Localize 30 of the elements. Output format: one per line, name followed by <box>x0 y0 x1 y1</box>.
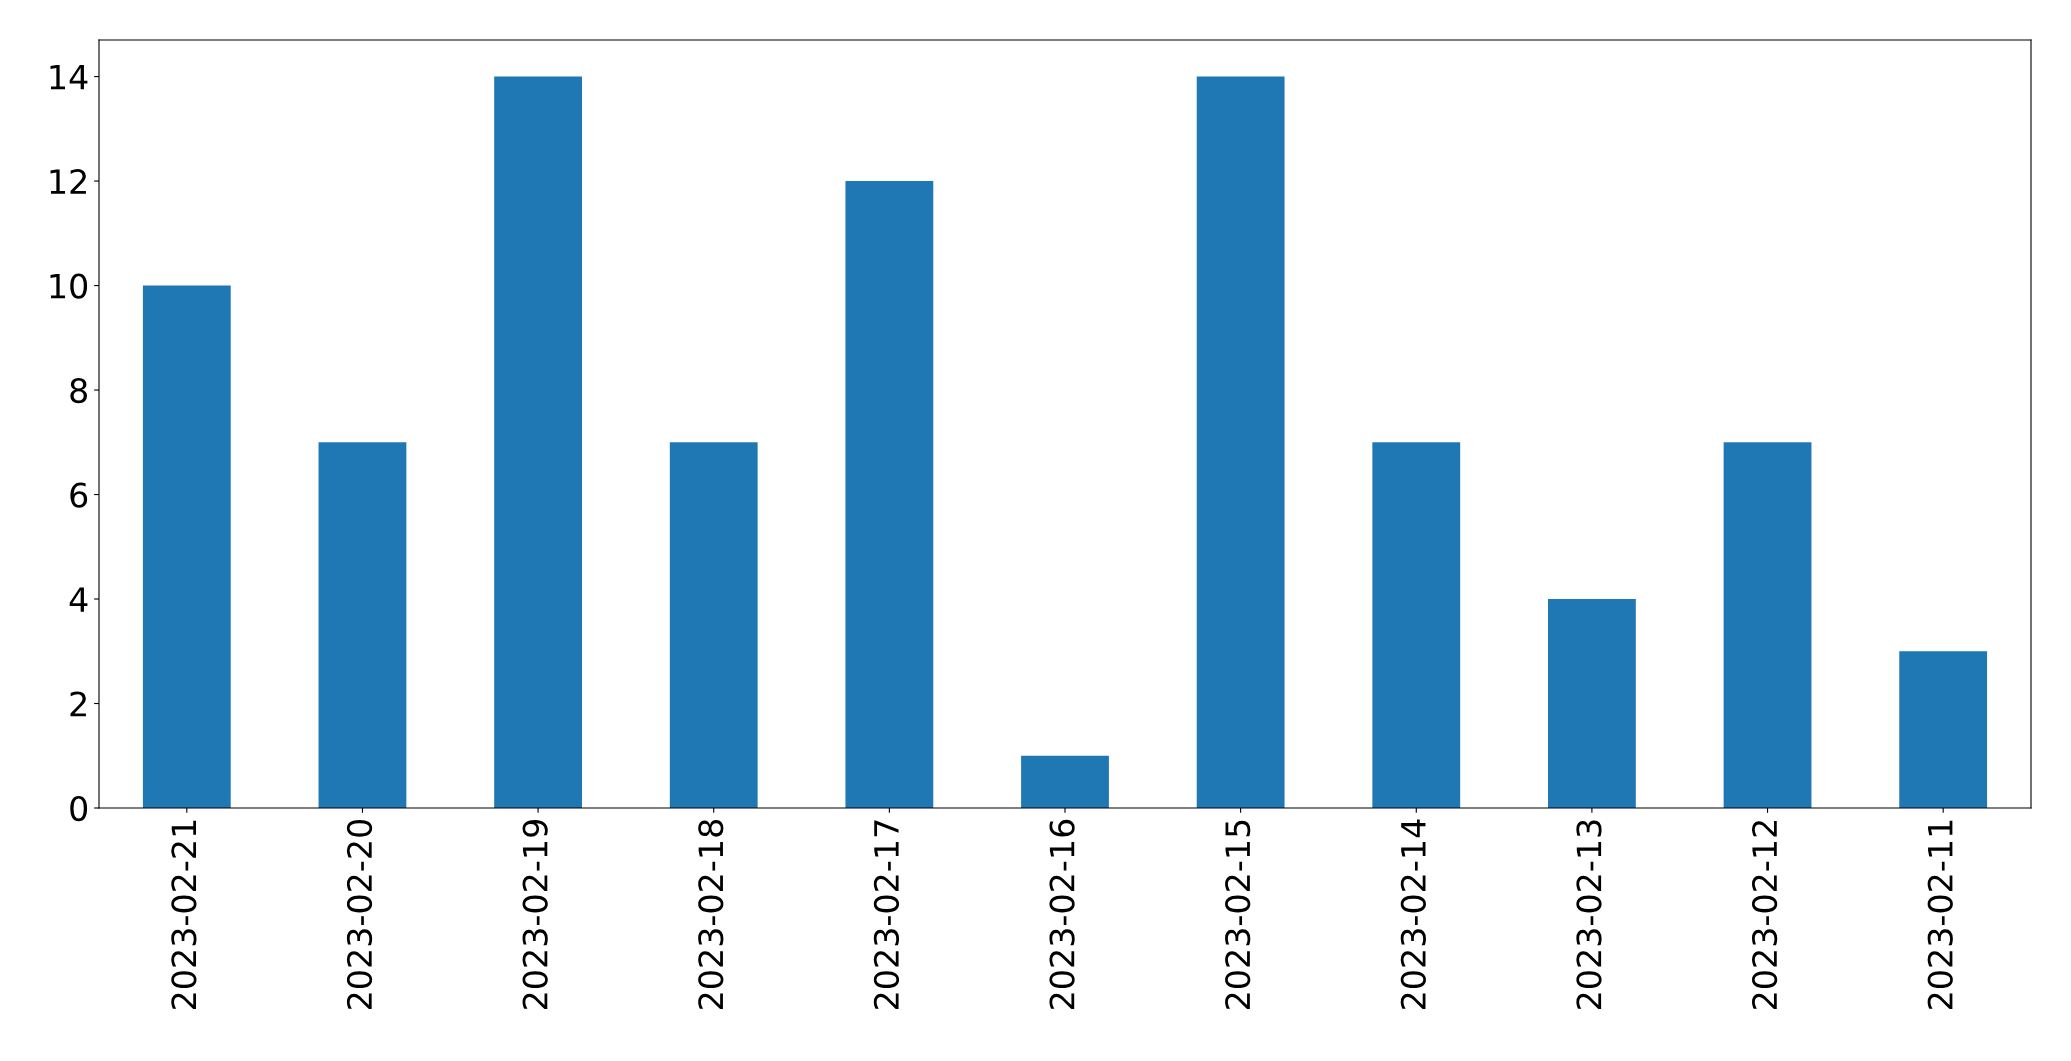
x-tick-label: 2023-02-21 <box>171 820 197 1009</box>
bar <box>142 285 231 808</box>
x-tick-label: 2023-02-19 <box>522 820 548 1009</box>
bar <box>494 76 582 808</box>
y-tick-label: 6 <box>70 482 88 508</box>
bar <box>845 181 934 808</box>
bar <box>1196 76 1285 808</box>
bar <box>1372 442 1461 808</box>
y-tick-label: 0 <box>70 795 88 822</box>
y-tick-label: 14 <box>50 64 88 90</box>
x-tick-label: 2023-02-20 <box>346 819 373 1009</box>
x-tick-label: 2023-02-17 <box>873 820 900 1009</box>
y-tick-label: 2 <box>70 691 86 717</box>
y-tick-label: 12 <box>50 168 86 194</box>
bar <box>1723 442 1812 808</box>
y-tick-label: 4 <box>69 587 88 612</box>
x-tick-label: 2023-02-13 <box>1576 820 1602 1009</box>
x-tick-label: 2023-02-16 <box>1049 819 1075 1009</box>
y-tick-label: 10 <box>50 273 88 299</box>
x-tick-label: 2023-02-11 <box>1927 820 1953 1009</box>
y-tick-label: 8 <box>70 377 87 404</box>
bar <box>669 442 758 808</box>
bar <box>1021 755 1109 808</box>
x-tick-label: 2023-02-18 <box>698 820 724 1009</box>
x-tick-label: 2023-02-15 <box>1225 820 1251 1009</box>
x-tick-label: 2023-02-12 <box>1752 821 1778 1009</box>
bar <box>1899 651 1988 808</box>
x-tick-label: 2023-02-14 <box>1400 819 1426 1009</box>
bar <box>318 442 407 808</box>
bar <box>1548 599 1636 808</box>
